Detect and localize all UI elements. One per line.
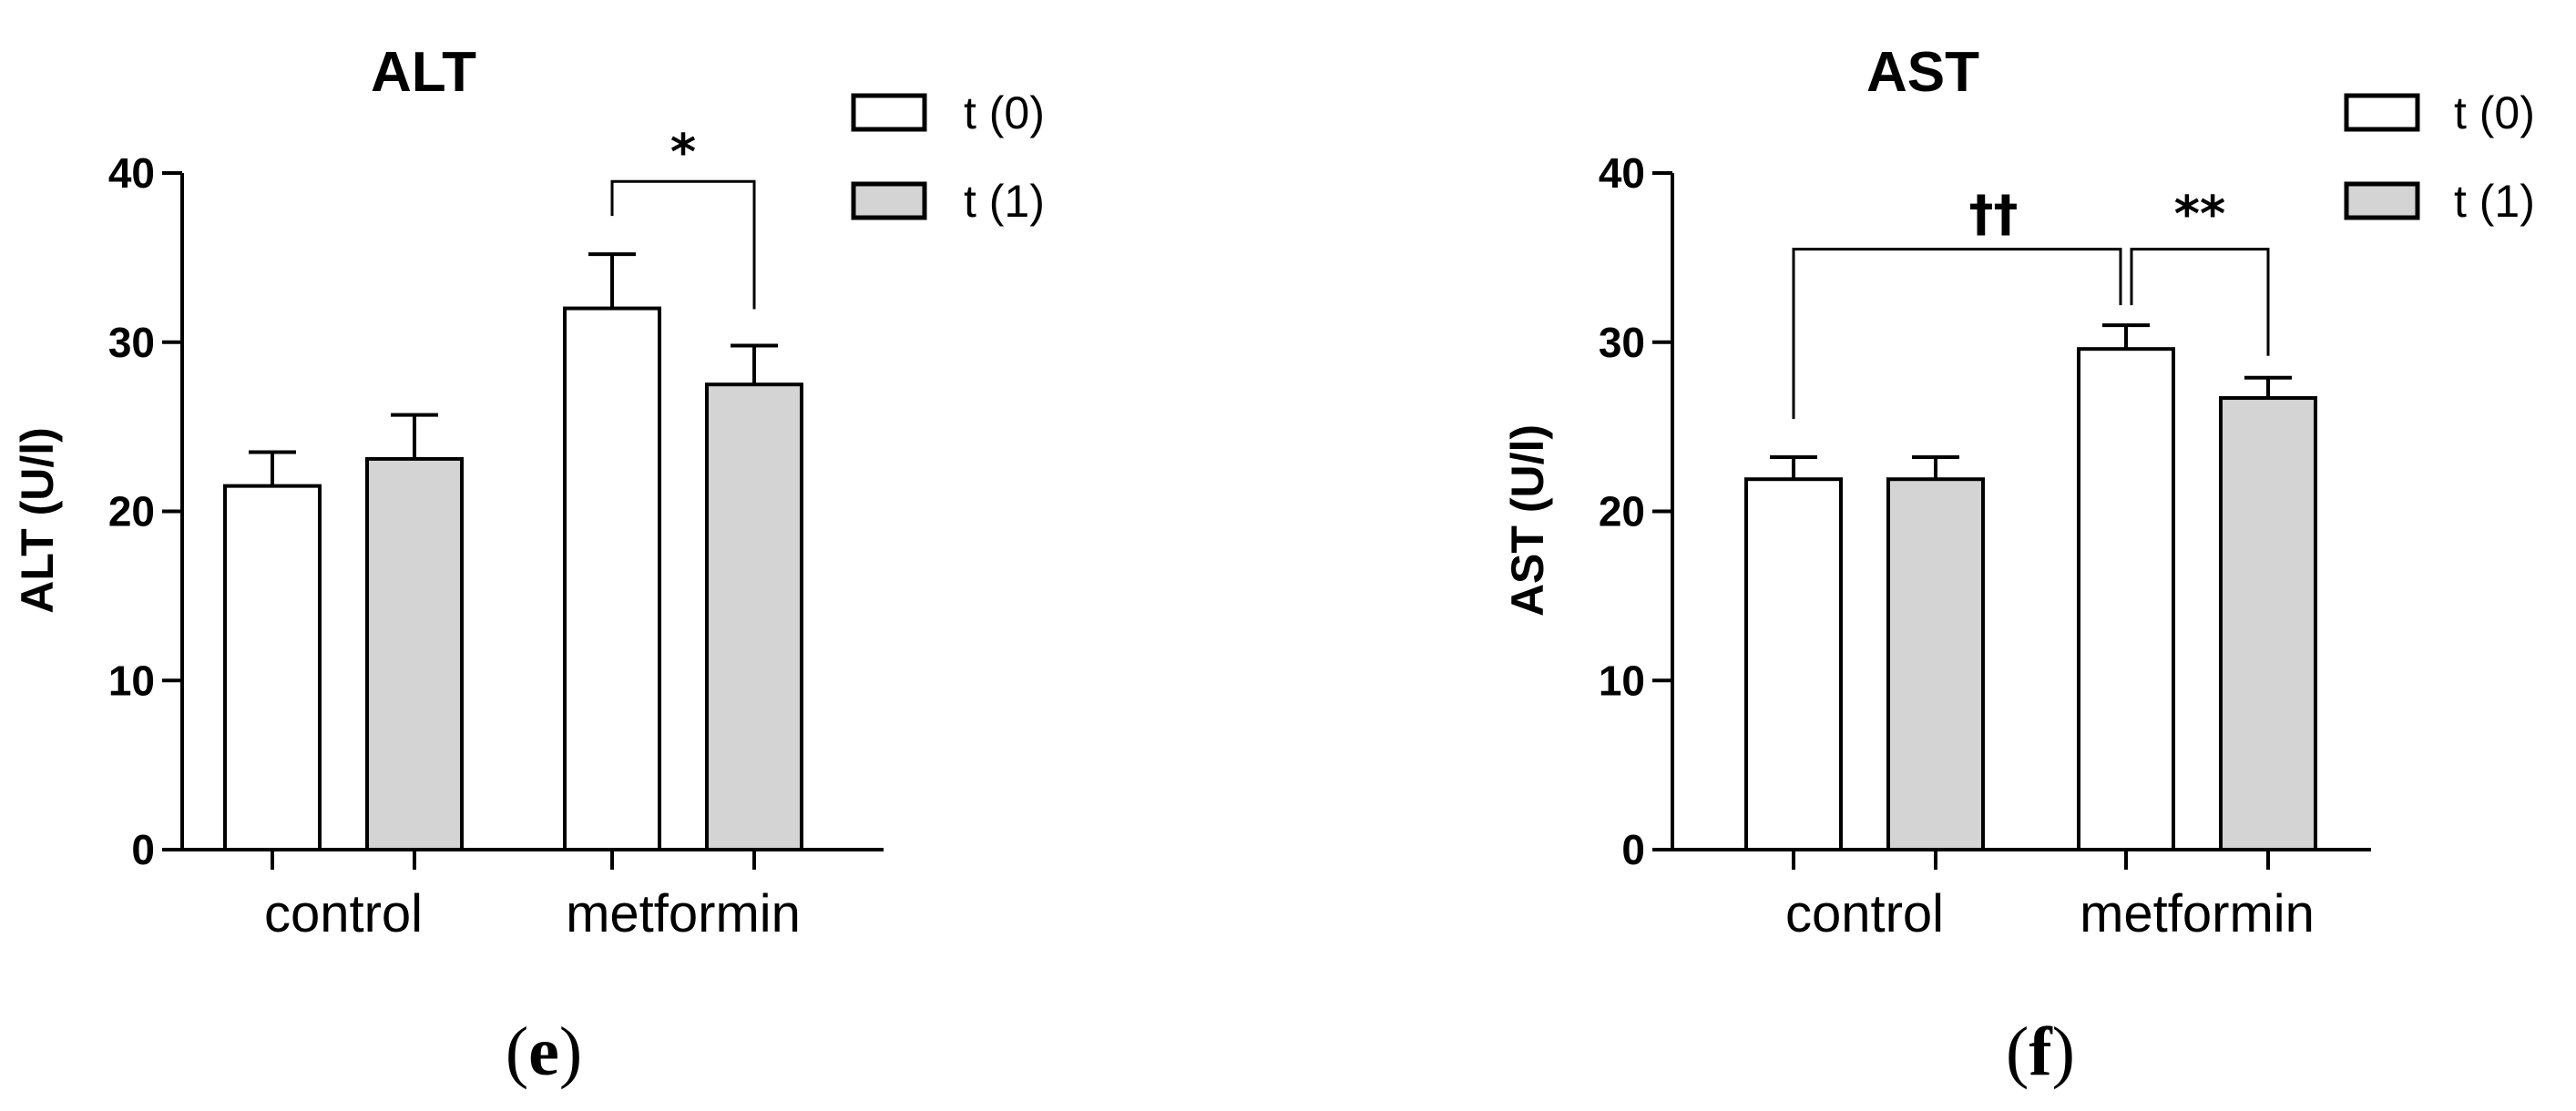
alt-y-tick-label: 20: [108, 488, 155, 535]
alt-x-tick-label: control: [264, 884, 423, 943]
ast-chart: AST AST (U/l) 0 10 20 30 40 control metformin †† *…: [1502, 41, 2535, 1090]
ast-legend-swatch: [2344, 181, 2420, 220]
alt-y-tick-label: 40: [108, 149, 155, 197]
ast-y-tick-label: 0: [1621, 826, 1645, 873]
ast-significance-label: ††: [1969, 186, 2019, 243]
alt-legend-label: t (1): [964, 176, 1045, 227]
ast-legend-label: t (0): [2454, 87, 2535, 138]
ast-y-tick-label: 20: [1599, 488, 1645, 535]
alt-x-tick-label: metformin: [566, 884, 801, 943]
ast-y-tick-label: 40: [1599, 149, 1645, 197]
ast-significance-bracket: [2130, 248, 2270, 356]
ast-x-tick-label: control: [1785, 884, 1944, 943]
ast-bar: [1744, 477, 1843, 852]
alt-bar: [223, 484, 322, 851]
alt-significance-label: *: [670, 123, 696, 180]
ast-y-tick-label: 30: [1599, 319, 1645, 366]
ast-chart-title: AST: [1866, 41, 1979, 104]
ast-bar: [2219, 396, 2317, 851]
alt-legend-swatch: [851, 181, 927, 220]
ast-significance-label: **: [2174, 186, 2225, 243]
alt-legend-swatch: [851, 93, 927, 132]
ast-panel-label: (f): [2006, 1014, 2075, 1090]
alt-chart: ALT ALT (U/l) 0 10 20 30 40 control metformin * t …: [12, 41, 1045, 1090]
alt-y-tick-label: 10: [108, 657, 155, 704]
ast-legend-label: t (1): [2454, 176, 2535, 227]
alt-bar: [563, 306, 661, 852]
alt-y-axis-label: ALT (U/l): [12, 427, 63, 614]
alt-y-tick-label: 30: [108, 319, 155, 366]
alt-bar: [365, 456, 464, 851]
ast-significance-bracket: [1792, 248, 2122, 420]
alt-bar: [705, 382, 803, 851]
alt-legend-label: t (0): [964, 87, 1045, 138]
ast-x-tick-label: metformin: [2080, 884, 2315, 943]
alt-y-tick-label: 0: [131, 826, 155, 873]
alt-panel-label: (e): [506, 1014, 582, 1090]
ast-y-axis-label: AST (U/l): [1502, 424, 1553, 617]
alt-chart-title: ALT: [371, 41, 476, 104]
ast-bar: [2077, 347, 2175, 851]
ast-y-tick-label: 10: [1599, 657, 1645, 704]
ast-bar: [1886, 477, 1985, 852]
alt-significance-bracket: [610, 179, 756, 310]
ast-legend-swatch: [2344, 93, 2420, 132]
